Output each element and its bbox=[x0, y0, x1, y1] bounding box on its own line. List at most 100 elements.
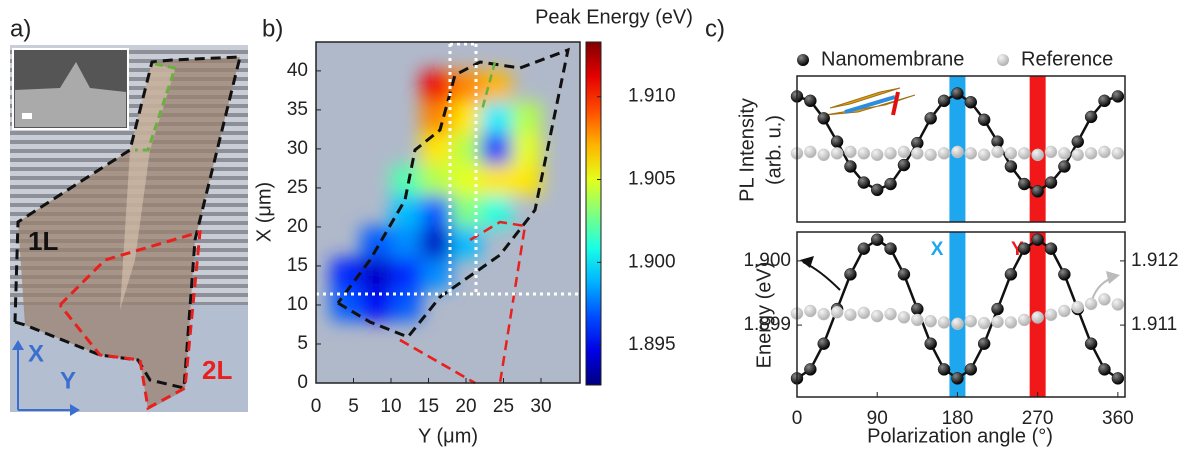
axis-arrow bbox=[1106, 271, 1120, 284]
data-point bbox=[1098, 363, 1111, 376]
heat-cell bbox=[451, 133, 481, 165]
data-point bbox=[1044, 242, 1058, 255]
data-point bbox=[817, 112, 830, 125]
x-tick-label: 30 bbox=[530, 396, 551, 417]
data-point bbox=[897, 268, 911, 281]
data-point bbox=[1098, 145, 1111, 159]
data-point bbox=[1084, 110, 1098, 124]
data-point bbox=[857, 242, 871, 255]
data-point bbox=[1018, 313, 1031, 327]
data-point bbox=[951, 87, 964, 100]
colorbar-title: Peak Energy (eV) bbox=[535, 6, 693, 28]
data-point bbox=[870, 233, 884, 246]
data-point bbox=[1058, 268, 1071, 281]
heat-cell bbox=[511, 133, 541, 165]
data-point bbox=[804, 94, 817, 108]
data-point bbox=[951, 372, 964, 385]
flake-outline bbox=[336, 47, 571, 339]
y-tick-label: 35 bbox=[287, 99, 308, 120]
data-point bbox=[830, 135, 844, 148]
fold-outline bbox=[480, 61, 497, 111]
data-point bbox=[964, 147, 978, 160]
heat-cell bbox=[451, 164, 481, 196]
heat-cell bbox=[481, 70, 511, 103]
heat-cell bbox=[421, 226, 451, 259]
x-tick-label: 10 bbox=[380, 396, 401, 417]
data-point bbox=[964, 96, 978, 109]
data-point bbox=[964, 314, 978, 328]
x-tick-label: 360 bbox=[1102, 408, 1134, 429]
data-point bbox=[1004, 147, 1018, 160]
heat-cell bbox=[421, 70, 451, 103]
x-tick-label: 20 bbox=[455, 396, 476, 417]
colorbar bbox=[585, 41, 602, 386]
y-axis-title: Energy (eV) bbox=[753, 262, 775, 369]
colorbar-tick-label: 1.900 bbox=[628, 251, 676, 272]
data-point bbox=[964, 363, 978, 376]
data-point bbox=[844, 308, 857, 322]
data-point bbox=[977, 113, 991, 127]
legend-marker bbox=[997, 54, 1009, 66]
heat-cell bbox=[391, 258, 421, 290]
data-point bbox=[804, 363, 817, 376]
x-tick-label: 5 bbox=[348, 396, 359, 417]
data-point bbox=[1004, 316, 1018, 329]
heat-cell bbox=[361, 258, 391, 290]
data-point bbox=[870, 183, 884, 197]
x-tick-label: 90 bbox=[867, 408, 888, 429]
photo bbox=[10, 45, 248, 416]
y-tick-label: 1.900 bbox=[743, 250, 791, 271]
x-tick-label: 270 bbox=[1022, 408, 1054, 429]
data-point bbox=[951, 145, 964, 159]
data-point bbox=[1084, 297, 1098, 311]
data-point bbox=[1111, 372, 1125, 385]
data-point bbox=[1031, 311, 1044, 324]
y-tick-label: 10 bbox=[287, 294, 308, 315]
axis-label: Y bbox=[60, 367, 76, 394]
data-point bbox=[1058, 304, 1071, 318]
data-point bbox=[1004, 160, 1018, 173]
data-point bbox=[1098, 293, 1111, 306]
data-point bbox=[924, 337, 937, 350]
data-point bbox=[951, 317, 964, 331]
data-point bbox=[924, 112, 937, 125]
y-tick-label: 20 bbox=[287, 216, 308, 237]
data-point bbox=[1084, 147, 1098, 160]
y2-tick-label: 1.912 bbox=[1131, 250, 1179, 271]
legend-marker bbox=[797, 54, 809, 66]
plot-frame bbox=[315, 41, 581, 384]
x-axis-title: Y (μm) bbox=[418, 425, 478, 447]
data-point bbox=[870, 148, 884, 162]
data-point bbox=[1111, 298, 1125, 311]
layer-label: 1L bbox=[28, 226, 58, 256]
legend-label: Reference bbox=[1021, 48, 1113, 70]
plot-frame bbox=[796, 231, 1126, 398]
y-axis-title: (arb. u.) bbox=[763, 115, 785, 185]
data-point bbox=[844, 160, 857, 173]
layer-label: 2L bbox=[202, 355, 232, 385]
data-point bbox=[897, 145, 911, 159]
data-point bbox=[911, 147, 924, 160]
legend-label: Nanomembrane bbox=[821, 48, 964, 70]
heat-cell bbox=[421, 164, 451, 196]
heat-cell bbox=[481, 102, 511, 134]
x-tick-label: 15 bbox=[418, 396, 439, 417]
y-tick-label: 5 bbox=[297, 333, 308, 354]
data-point bbox=[884, 147, 897, 160]
data-point bbox=[1071, 148, 1085, 162]
data-point bbox=[870, 309, 884, 323]
data-point bbox=[937, 147, 951, 160]
data-point bbox=[1031, 148, 1044, 162]
data-point bbox=[884, 177, 897, 191]
panel-label: a) bbox=[10, 15, 31, 42]
y-tick-label: 1.899 bbox=[743, 314, 791, 335]
heat-cell bbox=[481, 133, 511, 165]
data-point bbox=[1044, 308, 1058, 322]
colorbar-tick-label: 1.910 bbox=[628, 86, 676, 107]
data-point bbox=[1044, 145, 1058, 159]
inset-arrow bbox=[891, 91, 900, 116]
y-axis-title: X (μm) bbox=[253, 182, 275, 242]
data-point bbox=[991, 302, 1004, 316]
data-point bbox=[897, 311, 911, 324]
data-point bbox=[857, 306, 871, 320]
